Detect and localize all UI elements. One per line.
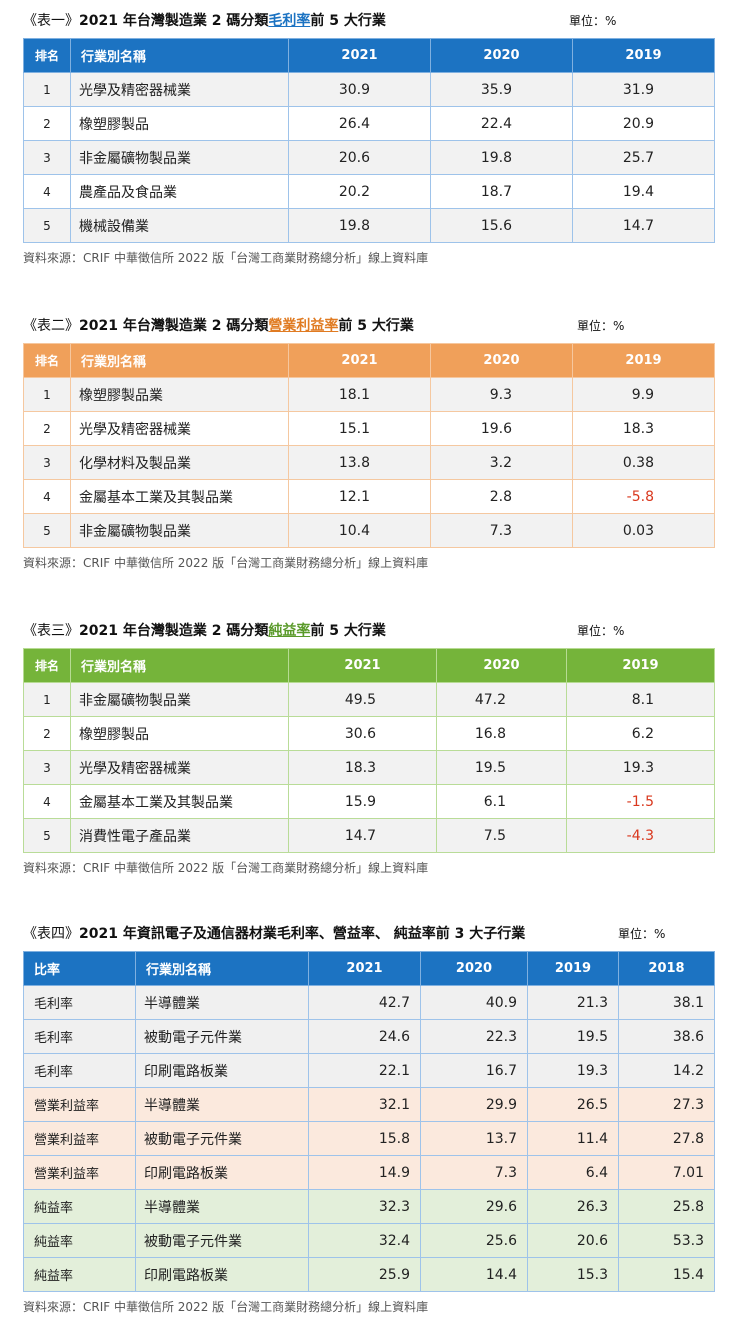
- col-header-2020: 2020: [430, 343, 573, 378]
- col-header-2021: 2021: [308, 951, 421, 986]
- table-row: 毛利率 被動電子元件業 24.6 22.3 19.5 38.6: [23, 1019, 715, 1054]
- table-3-section: 《表三》2021 年台灣製造業 2 碼分類純益率前 5 大行業 單位：% 排名 …: [23, 612, 715, 876]
- table-1-title: 《表一》2021 年台灣製造業 2 碼分類毛利率前 5 大行業: [23, 13, 386, 29]
- table-row: 營業利益率 半導體業 32.1 29.9 26.5 27.3: [23, 1087, 715, 1122]
- table-row: 1 光學及精密器械業 30.9 35.9 31.9: [23, 72, 715, 107]
- table-4: 比率 行業別名稱 2021 2020 2019 2018 毛利率 半導體業 42.7…: [23, 951, 715, 1292]
- col-header-2019: 2019: [566, 648, 715, 683]
- table-1-source: 資料來源：CRIF 中華徵信所 2022 版「台灣工商業財務總分析」線上資料庫: [23, 251, 429, 265]
- table-row: 3 化學材料及製品業 13.8 3.2 0.38: [23, 445, 715, 480]
- table-row: 毛利率 印刷電路板業 22.1 16.7 19.3 14.2: [23, 1053, 715, 1088]
- col-header-rank: 排名: [23, 648, 71, 683]
- col-header-2020: 2020: [436, 648, 567, 683]
- table-4-unit: 單位：%: [618, 927, 666, 941]
- table-row: 2 橡塑膠製品 26.4 22.4 20.9: [23, 106, 715, 141]
- table-4-title: 《表四》2021 年資訊電子及通信器材業毛利率、營益率、 純益率前 3 大子行業: [23, 926, 526, 942]
- table-row: 營業利益率 印刷電路板業 14.9 7.3 6.4 7.01: [23, 1155, 715, 1190]
- col-header-industry: 行業別名稱: [70, 38, 289, 73]
- col-header-rank: 排名: [23, 38, 71, 73]
- table-row: 毛利率 半導體業 42.7 40.9 21.3 38.1: [23, 985, 715, 1020]
- table-2-section: 《表二》2021 年台灣製造業 2 碼分類營業利益率前 5 大行業 單位：% 排…: [23, 307, 715, 571]
- col-header-2021: 2021: [288, 343, 431, 378]
- table-row: 純益率 被動電子元件業 32.4 25.6 20.6 53.3: [23, 1223, 715, 1258]
- col-header-2021: 2021: [288, 38, 431, 73]
- col-header-2020: 2020: [430, 38, 573, 73]
- table-row: 1 非金屬礦物製品業 49.5 47.2 8.1: [23, 682, 715, 717]
- table-row: 2 橡塑膠製品 30.6 16.8 6.2: [23, 716, 715, 751]
- col-header-industry: 行業別名稱: [135, 951, 309, 986]
- table-row: 營業利益率 被動電子元件業 15.8 13.7 11.4 27.8: [23, 1121, 715, 1156]
- table-row: 純益率 半導體業 32.3 29.6 26.3 25.8: [23, 1189, 715, 1224]
- table-row: 3 光學及精密器械業 18.3 19.5 19.3: [23, 750, 715, 785]
- table-row: 2 光學及精密器械業 15.1 19.6 18.3: [23, 411, 715, 446]
- table-row: 5 非金屬礦物製品業 10.4 7.3 0.03: [23, 513, 715, 548]
- table-row: 4 農產品及食品業 20.2 18.7 19.4: [23, 174, 715, 209]
- col-header-industry: 行業別名稱: [70, 648, 289, 683]
- col-header-ratio: 比率: [23, 951, 136, 986]
- table-row: 5 機械設備業 19.8 15.6 14.7: [23, 208, 715, 243]
- table-2-title: 《表二》2021 年台灣製造業 2 碼分類營業利益率前 5 大行業: [23, 318, 414, 334]
- col-header-2019: 2019: [527, 951, 619, 986]
- col-header-2019: 2019: [572, 38, 715, 73]
- table-4-section: 《表四》2021 年資訊電子及通信器材業毛利率、營益率、 純益率前 3 大子行業…: [23, 915, 715, 1315]
- table-row: 4 金屬基本工業及其製品業 12.1 2.8 -5.8: [23, 479, 715, 514]
- table-1: 排名 行業別名稱 2021 2020 2019 1 光學及精密器械業 30.9 35.…: [23, 38, 715, 243]
- table-3-unit: 單位：%: [577, 624, 625, 638]
- table-row: 4 金屬基本工業及其製品業 15.9 6.1 -1.5: [23, 784, 715, 819]
- table-2-unit: 單位：%: [577, 319, 625, 333]
- col-header-2021: 2021: [288, 648, 437, 683]
- table-1-unit: 單位：%: [569, 14, 617, 28]
- table-row: 3 非金屬礦物製品業 20.6 19.8 25.7: [23, 140, 715, 175]
- col-header-2020: 2020: [420, 951, 528, 986]
- table-3-title: 《表三》2021 年台灣製造業 2 碼分類純益率前 5 大行業: [23, 623, 386, 639]
- table-2: 排名 行業別名稱 2021 2020 2019 1 橡塑膠製品業 18.1 9.3 9.…: [23, 343, 715, 548]
- col-header-2018: 2018: [618, 951, 715, 986]
- table-row: 5 消費性電子產品業 14.7 7.5 -4.3: [23, 818, 715, 853]
- col-header-2019: 2019: [572, 343, 715, 378]
- table-row: 1 橡塑膠製品業 18.1 9.3 9.9: [23, 377, 715, 412]
- table-3: 排名 行業別名稱 2021 2020 2019 1 非金屬礦物製品業 49.5 47.…: [23, 648, 715, 853]
- col-header-rank: 排名: [23, 343, 71, 378]
- table-1-section: 《表一》2021 年台灣製造業 2 碼分類毛利率前 5 大行業 單位：% 排名 …: [23, 2, 715, 266]
- table-row: 純益率 印刷電路板業 25.9 14.4 15.3 15.4: [23, 1257, 715, 1292]
- col-header-industry: 行業別名稱: [70, 343, 289, 378]
- table-3-source: 資料來源：CRIF 中華徵信所 2022 版「台灣工商業財務總分析」線上資料庫: [23, 861, 429, 875]
- table-4-source: 資料來源：CRIF 中華徵信所 2022 版「台灣工商業財務總分析」線上資料庫: [23, 1300, 429, 1314]
- table-2-source: 資料來源：CRIF 中華徵信所 2022 版「台灣工商業財務總分析」線上資料庫: [23, 556, 429, 570]
